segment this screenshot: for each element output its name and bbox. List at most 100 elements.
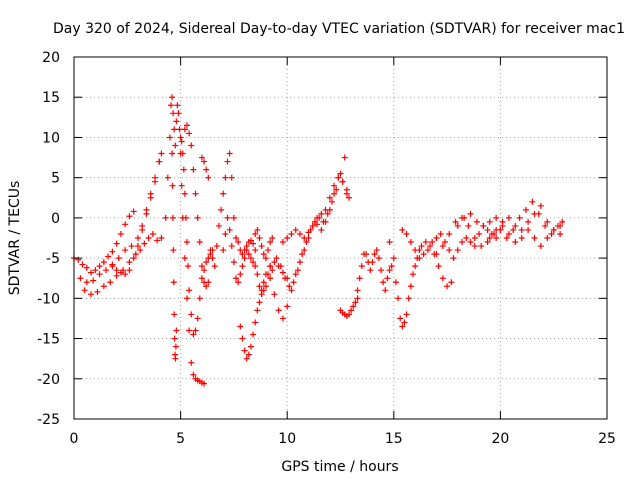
data-point <box>186 287 193 294</box>
data-point <box>358 263 365 270</box>
data-point <box>96 263 103 270</box>
data-point <box>226 226 233 233</box>
data-point <box>230 214 237 221</box>
data-point <box>392 279 399 286</box>
data-point <box>113 272 120 279</box>
y-tick-label: -20 <box>37 372 60 388</box>
data-point <box>132 251 139 258</box>
x-axis-label: GPS time / hours <box>281 459 398 475</box>
data-point <box>222 230 229 237</box>
data-point <box>262 283 269 290</box>
data-point <box>180 166 187 173</box>
data-point <box>346 311 353 318</box>
data-point <box>384 275 391 282</box>
data-point <box>273 255 280 262</box>
data-point <box>115 255 122 262</box>
data-point <box>92 267 99 274</box>
data-point <box>177 134 184 141</box>
data-point <box>228 243 235 250</box>
data-point <box>350 303 357 310</box>
data-point <box>228 174 235 181</box>
data-point <box>96 271 103 278</box>
data-point <box>130 255 137 262</box>
x-tick-label: 15 <box>385 431 403 447</box>
data-point <box>339 178 346 185</box>
data-point <box>122 271 129 278</box>
data-point <box>401 319 408 326</box>
data-point <box>245 251 252 258</box>
data-point <box>230 259 237 266</box>
data-point <box>405 295 412 302</box>
chart-title: Day 320 of 2024, Sidereal Day-to-day VTE… <box>53 21 625 37</box>
data-point <box>175 110 182 117</box>
data-point <box>239 251 246 258</box>
data-point <box>213 243 220 250</box>
data-point <box>262 271 269 278</box>
data-point <box>134 243 141 250</box>
data-point <box>269 235 276 241</box>
x-tick-label: 5 <box>176 431 185 447</box>
data-point <box>173 327 180 334</box>
data-point <box>279 269 286 276</box>
data-point <box>186 130 193 137</box>
data-point <box>407 239 414 246</box>
data-point <box>279 315 286 322</box>
data-point <box>203 166 210 173</box>
data-point <box>113 240 120 247</box>
data-point <box>407 283 414 290</box>
data-point <box>252 230 259 237</box>
data-point <box>171 126 178 133</box>
series-arc-t <box>433 198 566 258</box>
data-point <box>452 218 459 225</box>
data-point <box>303 239 310 246</box>
data-point <box>81 287 88 294</box>
data-point <box>480 222 487 229</box>
data-point <box>516 214 523 221</box>
series-arc-f <box>169 150 180 362</box>
data-point <box>181 190 188 197</box>
data-point <box>158 150 165 157</box>
data-point <box>437 230 444 237</box>
data-point <box>282 275 289 282</box>
data-point <box>409 271 416 278</box>
data-point <box>271 259 278 266</box>
data-point <box>301 235 308 241</box>
data-point <box>109 248 116 255</box>
y-tick-label: 15 <box>42 90 60 106</box>
data-point <box>154 237 161 244</box>
data-point <box>192 327 199 334</box>
data-point <box>90 277 97 284</box>
data-point <box>220 190 227 197</box>
x-tick-labels: 0 5 10 15 20 25 <box>70 431 616 447</box>
data-point <box>233 235 240 241</box>
data-point <box>493 226 500 233</box>
data-point <box>109 263 116 270</box>
data-point <box>441 239 448 246</box>
data-point <box>178 182 185 189</box>
data-point <box>169 214 176 221</box>
data-point <box>137 247 144 254</box>
data-point <box>380 279 387 286</box>
y-tick-label: 10 <box>42 130 60 146</box>
data-point <box>390 255 397 262</box>
data-point <box>181 126 188 133</box>
data-point <box>205 279 212 286</box>
y-tick-label: 5 <box>51 171 60 187</box>
data-point <box>284 235 291 241</box>
data-point <box>168 102 175 109</box>
series-arc-k <box>237 259 291 362</box>
data-point <box>77 275 84 282</box>
data-point <box>544 235 551 241</box>
data-point <box>542 222 549 229</box>
data-point <box>486 235 493 241</box>
data-point <box>279 239 286 246</box>
data-point <box>183 295 190 302</box>
data-point <box>243 355 250 362</box>
data-point <box>174 102 181 109</box>
series-arc-q <box>354 247 395 294</box>
data-point <box>156 158 163 165</box>
data-point <box>286 283 293 290</box>
data-point <box>252 263 259 270</box>
series-arc-l <box>252 226 276 262</box>
